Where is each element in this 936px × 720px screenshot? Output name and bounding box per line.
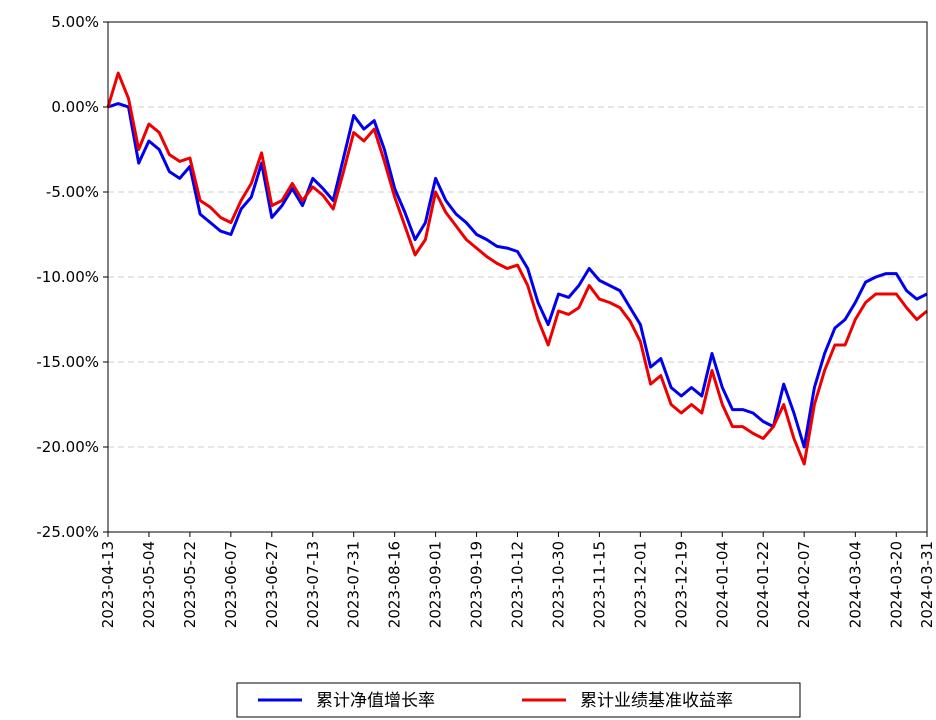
x-tick-label: 2023-05-04 bbox=[140, 541, 158, 628]
x-tick-label: 2023-12-01 bbox=[631, 541, 649, 628]
x-tick-label: 2023-10-30 bbox=[549, 541, 567, 628]
legend-box bbox=[236, 682, 801, 718]
x-tick-label: 2024-03-20 bbox=[887, 541, 905, 628]
x-tick-label: 2023-04-13 bbox=[99, 541, 117, 628]
y-tick-label: 0.00% bbox=[51, 98, 99, 116]
y-tick-label: 5.00% bbox=[51, 13, 99, 31]
y-tick-label: -25.00% bbox=[36, 523, 99, 541]
x-tick-label: 2024-01-04 bbox=[713, 541, 731, 628]
plot-frame bbox=[107, 21, 928, 533]
legend-label: 累计业绩基准收益率 bbox=[580, 691, 733, 711]
x-tick-label: 2023-06-07 bbox=[222, 541, 240, 628]
x-tick-label: 2023-07-13 bbox=[304, 541, 322, 628]
x-tick-label: 2023-09-19 bbox=[468, 541, 486, 628]
series-line bbox=[106, 71, 928, 466]
x-tick-label: 2023-10-12 bbox=[509, 541, 527, 628]
x-tick-label: 2024-02-07 bbox=[795, 541, 813, 628]
y-tick-label: -5.00% bbox=[46, 183, 99, 201]
y-tick-label: -10.00% bbox=[36, 268, 99, 286]
y-tick-label: -15.00% bbox=[36, 353, 99, 371]
x-tick-label: 2023-12-19 bbox=[672, 541, 690, 628]
x-tick-label: 2023-06-27 bbox=[263, 541, 281, 628]
x-tick-label: 2023-05-22 bbox=[181, 541, 199, 628]
x-tick-label: 2023-08-16 bbox=[386, 541, 404, 628]
x-tick-label: 2023-11-15 bbox=[590, 541, 608, 628]
x-tick-label: 2024-01-22 bbox=[754, 541, 772, 628]
legend-label: 累计净值增长率 bbox=[316, 691, 435, 711]
series-line bbox=[107, 102, 928, 449]
x-tick-label: 2023-07-31 bbox=[345, 541, 363, 628]
x-tick-label: 2024-03-31 bbox=[918, 541, 936, 628]
y-tick-label: -20.00% bbox=[36, 438, 99, 456]
x-tick-label: 2023-09-01 bbox=[427, 541, 445, 628]
x-tick-label: 2024-03-04 bbox=[846, 541, 864, 628]
